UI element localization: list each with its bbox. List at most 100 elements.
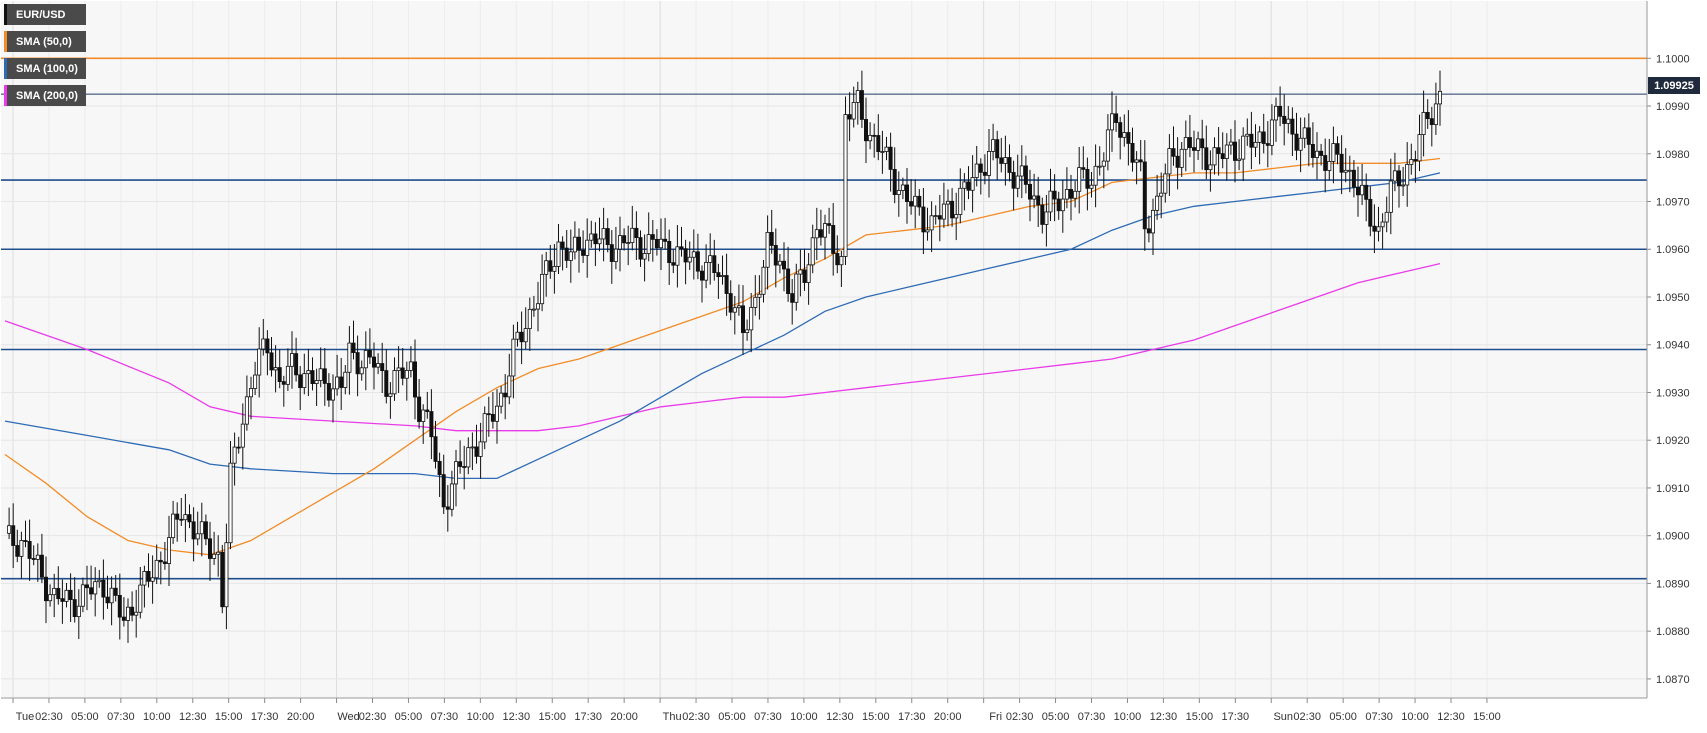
candle-body	[412, 361, 417, 398]
candle-body	[999, 157, 1004, 164]
candle-body	[236, 446, 241, 449]
candle-body	[1347, 169, 1352, 172]
candle-body	[228, 462, 233, 544]
candle-body	[605, 228, 610, 245]
candle-body	[1224, 144, 1229, 159]
candle-body	[859, 90, 864, 120]
candle-body	[1372, 225, 1377, 232]
candle-body	[1429, 118, 1434, 126]
candle-body	[720, 275, 725, 278]
candle-body	[1110, 113, 1115, 131]
candle-body	[1306, 127, 1311, 145]
candle-body	[732, 307, 737, 313]
candle-body	[380, 363, 385, 372]
legend-item-sma50[interactable]: SMA (50,0)	[4, 31, 86, 52]
candle-body	[310, 370, 315, 385]
candle-body	[35, 554, 40, 560]
candle-body	[503, 392, 508, 398]
candle-body	[1097, 165, 1102, 168]
candle-body	[392, 370, 397, 395]
y-tick-label: 1.0930	[1656, 387, 1690, 399]
candle-body	[540, 273, 545, 305]
candle-body	[417, 396, 422, 422]
candle-body	[1069, 189, 1074, 199]
y-tick-label: 1.0910	[1656, 483, 1690, 495]
legend-item-sma200[interactable]: SMA (200,0)	[4, 85, 86, 106]
candle-body	[687, 256, 692, 263]
legend-item-sma100[interactable]: SMA (100,0)	[4, 58, 86, 79]
candle-body	[105, 596, 110, 604]
candle-body	[7, 525, 12, 534]
candle-body	[872, 134, 877, 137]
candle-body	[396, 367, 401, 371]
candle-body	[523, 328, 528, 343]
candle-body	[232, 446, 237, 464]
candle-body	[367, 350, 372, 358]
candle-body	[913, 195, 918, 207]
candle-body	[900, 184, 905, 191]
candle-body	[646, 234, 651, 254]
candle-body	[921, 206, 926, 233]
candle-body	[577, 236, 582, 251]
candle-body	[1261, 131, 1266, 144]
candle-body	[954, 214, 959, 219]
candle-body	[494, 405, 499, 422]
candle-body	[294, 353, 299, 376]
x-tick-label: 02:30	[35, 711, 63, 723]
candle-body	[1134, 159, 1139, 163]
candle-body	[946, 200, 951, 205]
candle-body	[1294, 133, 1299, 151]
candle-body	[1130, 143, 1135, 163]
candle-body	[1315, 150, 1320, 158]
candle-body	[207, 538, 212, 559]
candle-body	[794, 273, 799, 303]
candle-body	[675, 246, 680, 266]
candle-body	[1196, 138, 1201, 151]
candle-body	[175, 513, 180, 520]
x-tick-label: 02:30	[1006, 711, 1034, 723]
candle-body	[359, 367, 364, 375]
candle-body	[1212, 147, 1217, 166]
candle-body	[581, 249, 586, 256]
x-tick-label: Fri	[989, 711, 1002, 723]
candle-body	[1228, 141, 1233, 146]
candle-body	[64, 589, 69, 602]
candle-body	[1003, 157, 1008, 164]
x-tick-label: 15:00	[1473, 711, 1501, 723]
candle-body	[724, 275, 729, 294]
candle-body	[1175, 155, 1180, 168]
chart-legend: EUR/USD SMA (50,0) SMA (100,0) SMA (200,…	[4, 4, 86, 112]
candle-body	[89, 587, 94, 595]
candle-body	[355, 352, 360, 375]
candle-body	[363, 350, 368, 369]
legend-label-sma100: SMA (100,0)	[16, 62, 78, 75]
x-tick-label: 20:00	[287, 711, 315, 723]
legend-swatch-sma200	[4, 85, 7, 106]
candle-body	[335, 376, 340, 390]
candle-body	[1040, 204, 1045, 225]
candle-body	[638, 237, 643, 260]
candle-body	[466, 447, 471, 468]
x-tick-label: 17:30	[251, 711, 279, 723]
y-tick-label: 1.0980	[1656, 149, 1690, 161]
candle-body	[1368, 198, 1373, 227]
candle-body	[433, 436, 438, 462]
y-tick-label: 1.0900	[1656, 531, 1690, 543]
candle-body	[31, 558, 36, 560]
candle-body	[97, 579, 102, 583]
candle-body	[622, 235, 627, 244]
x-tick-label: 10:00	[790, 711, 818, 723]
legend-swatch-eurusd	[4, 4, 7, 25]
candle-body	[1351, 169, 1356, 188]
candle-body	[700, 270, 705, 281]
candle-body	[306, 370, 311, 375]
legend-item-eurusd[interactable]: EUR/USD	[4, 4, 86, 25]
y-tick-label: 1.0880	[1656, 626, 1690, 638]
candle-body	[663, 238, 668, 242]
candle-body	[864, 119, 869, 142]
candle-body	[544, 260, 549, 275]
candle-body	[1122, 132, 1127, 138]
candle-body	[843, 114, 848, 257]
candle-body	[1208, 164, 1213, 171]
